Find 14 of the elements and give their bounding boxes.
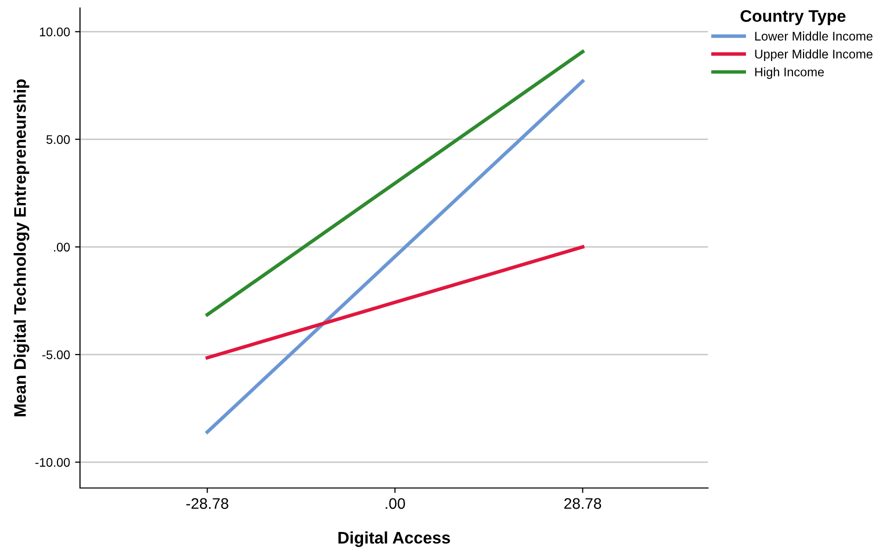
x-axis-title: Digital Access <box>338 531 450 548</box>
y-tick-label: 5.00 <box>46 135 70 144</box>
y-tick-label: .00 <box>54 242 70 252</box>
legend-title: Country Type <box>740 10 846 26</box>
legend-label: Lower Middle Income <box>755 31 872 41</box>
y-tick-label: -5.00 <box>42 350 70 360</box>
y-tick-label: -10.00 <box>35 458 70 467</box>
y-tick-label: 10.00 <box>40 27 70 36</box>
x-tick-label: 28.78 <box>564 498 602 509</box>
legend-label: Upper Middle Income <box>755 49 872 61</box>
x-tick-label: .00 <box>386 498 405 509</box>
x-tick-label: -28.78 <box>186 498 228 509</box>
y-axis-title: Mean Digital Technology Entrepreneurship <box>14 79 30 416</box>
legend-label: High Income <box>755 67 824 79</box>
